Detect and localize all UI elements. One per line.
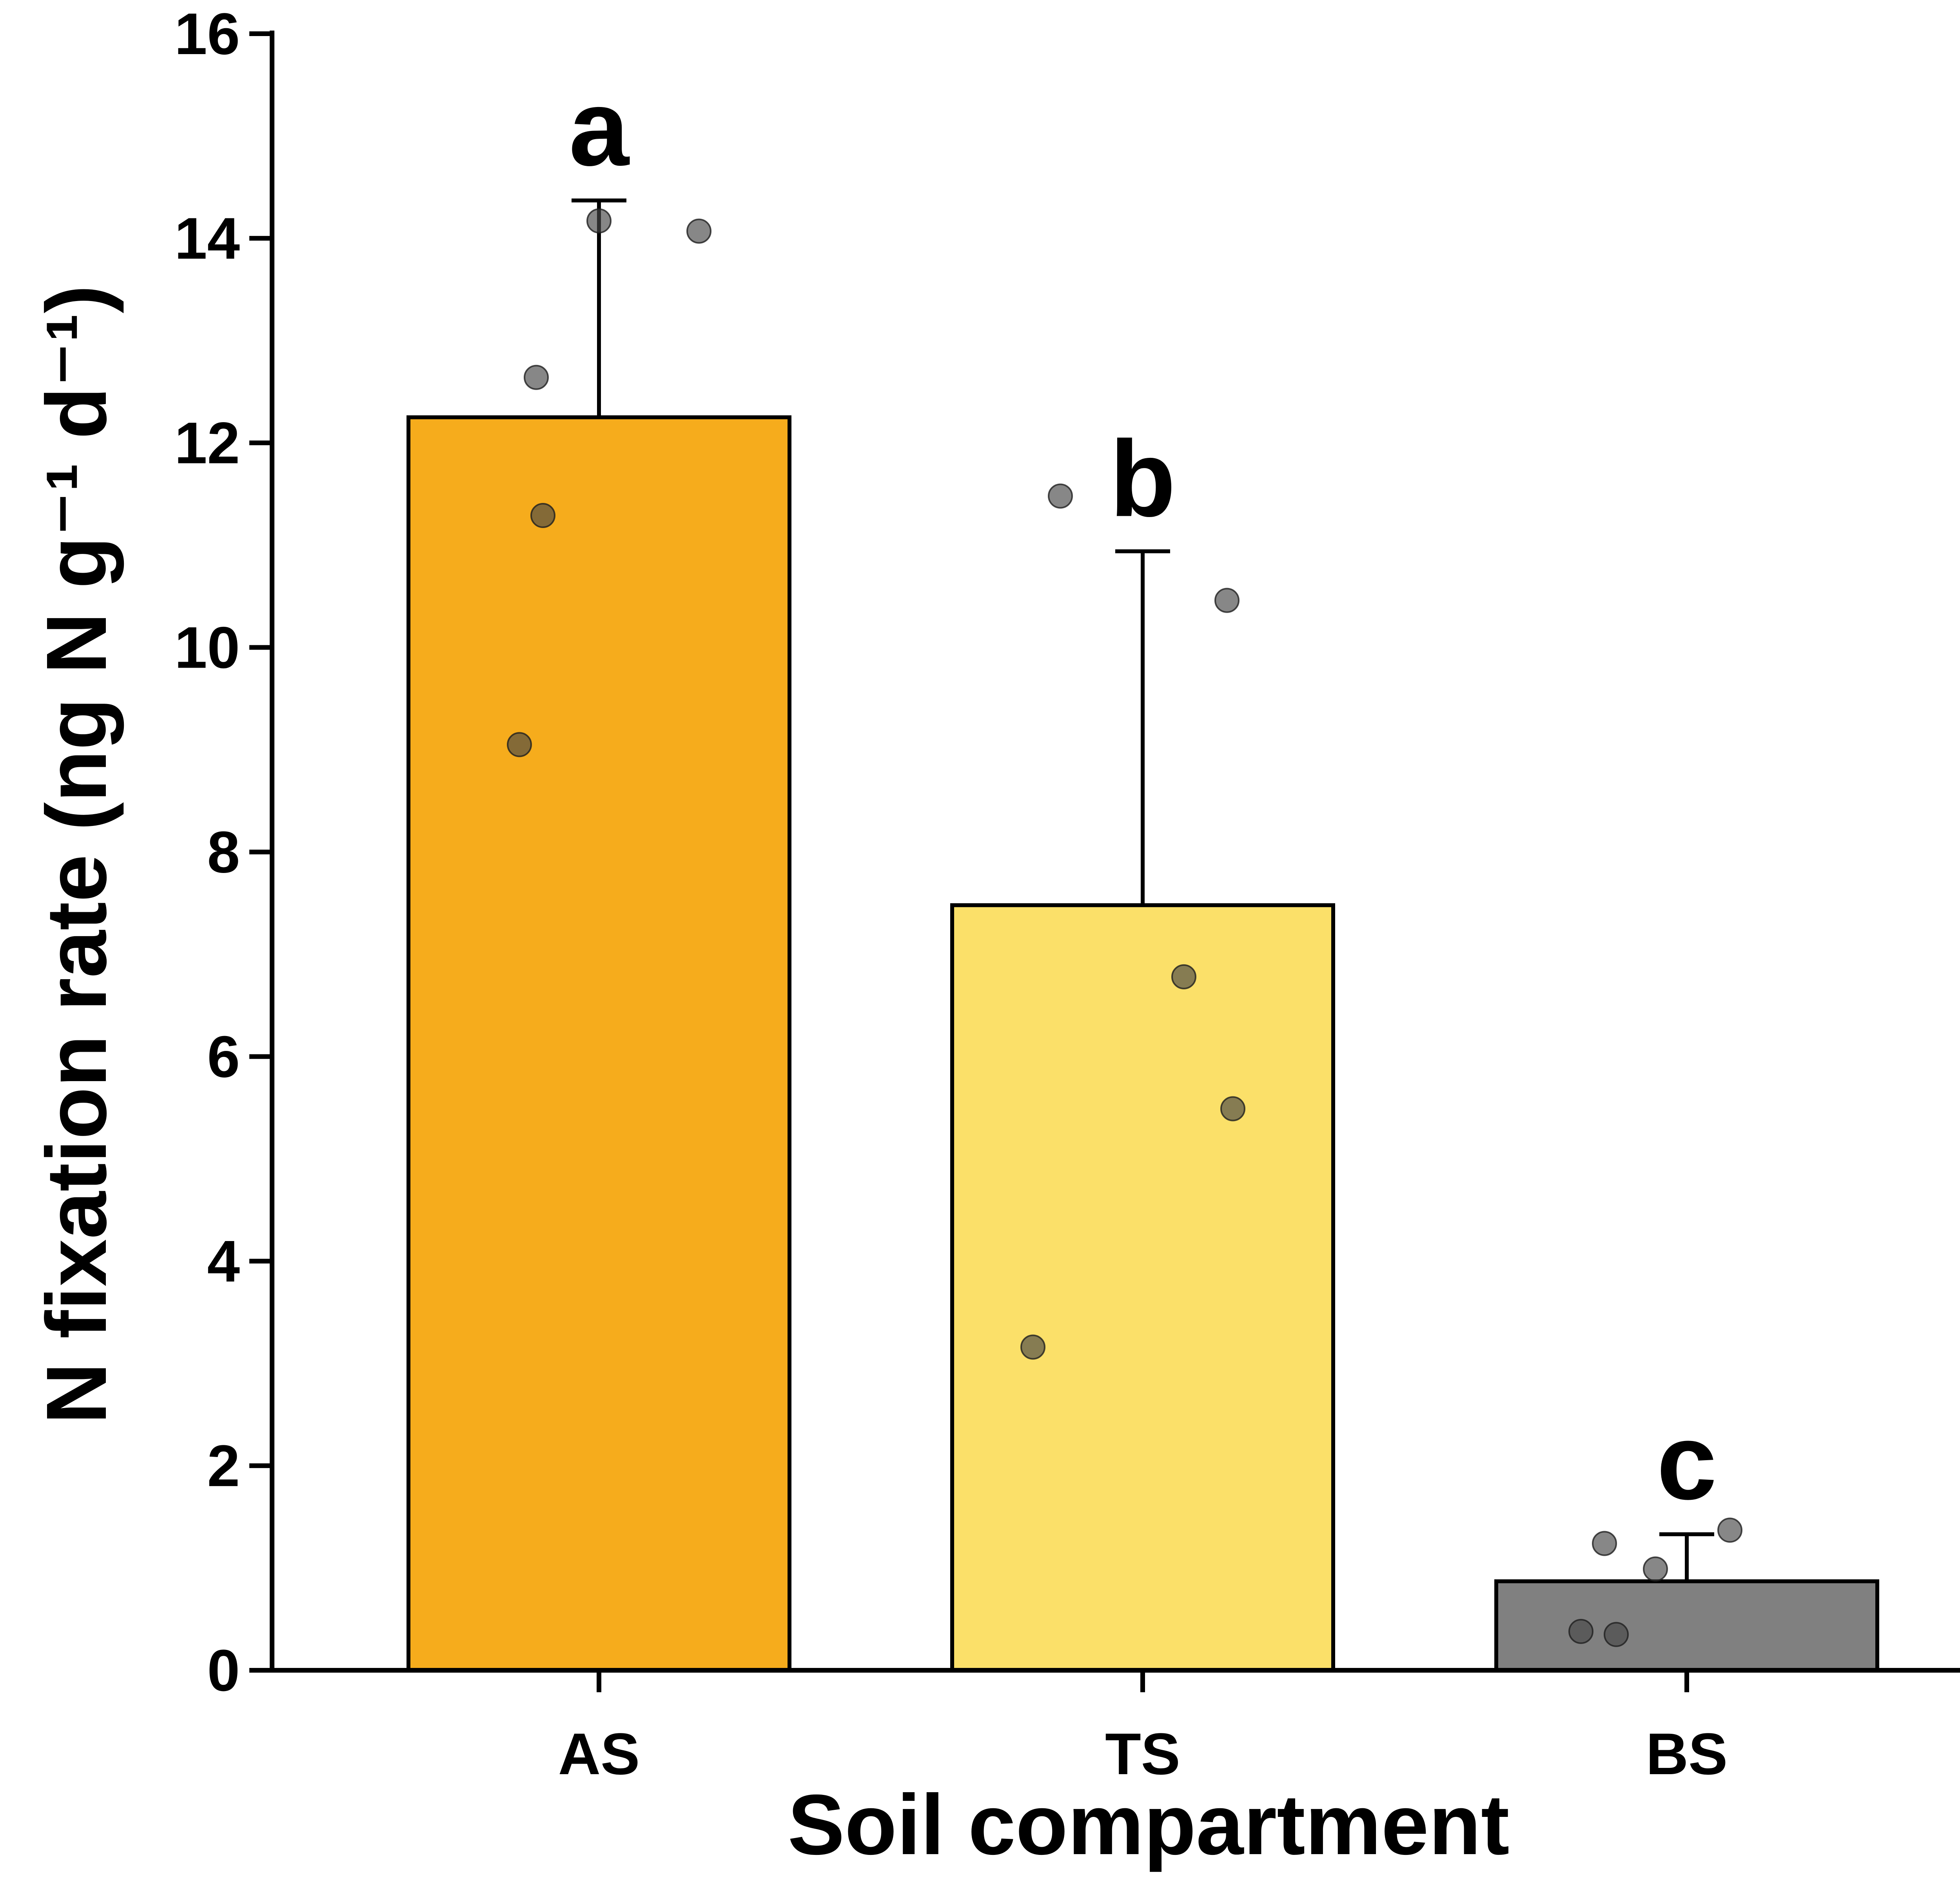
- x-tick-label-as: AS: [558, 1721, 640, 1787]
- data-point-ts: [1214, 588, 1240, 613]
- data-point-ts: [1220, 1096, 1245, 1121]
- data-point-as: [586, 208, 612, 234]
- y-tick-label: 6: [207, 1023, 240, 1089]
- data-point-ts: [1048, 483, 1073, 509]
- data-point-bs: [1568, 1619, 1593, 1644]
- bar-as: [407, 415, 791, 1672]
- data-point-as: [507, 732, 532, 757]
- y-tick-label: 12: [174, 410, 240, 476]
- y-tick-label: 0: [207, 1637, 240, 1703]
- significance-letter-bs: c: [1657, 1401, 1717, 1522]
- bar-ts: [950, 903, 1335, 1672]
- significance-letters: a b c: [569, 67, 1717, 1522]
- data-point-ts: [1020, 1334, 1045, 1360]
- y-tick-label: 16: [174, 1, 240, 67]
- data-point-as: [530, 503, 555, 528]
- y-tick-label: 14: [174, 205, 240, 271]
- y-tick-label: 2: [207, 1433, 240, 1499]
- data-point-bs: [1643, 1556, 1668, 1582]
- data-point-bs: [1604, 1622, 1629, 1647]
- data-points: [507, 208, 1742, 1647]
- significance-letter-as: a: [569, 67, 630, 188]
- data-point-bs: [1592, 1531, 1617, 1556]
- x-tick-labels: AS TS BS: [558, 1670, 1728, 1787]
- data-point-as: [686, 218, 711, 244]
- y-tick-label: 10: [174, 615, 240, 681]
- data-point-as: [524, 365, 549, 390]
- significance-letter-ts: b: [1110, 418, 1176, 539]
- y-ticks: 0 2 4 6 8 10 12 14 16: [174, 1, 272, 1703]
- y-axis-title: N fixation rate (ng N g⁻¹ d⁻¹): [29, 285, 124, 1425]
- x-tick-label-ts: TS: [1105, 1721, 1180, 1787]
- data-point-ts: [1171, 964, 1196, 989]
- x-axis-title: Soil compartment: [788, 1777, 1509, 1873]
- y-tick-label: 8: [207, 819, 240, 885]
- bar-bs: [1494, 1579, 1879, 1672]
- y-tick-label: 4: [207, 1228, 240, 1294]
- x-tick-label-bs: BS: [1646, 1721, 1728, 1787]
- error-bars: [572, 198, 1714, 1581]
- data-point-bs: [1717, 1517, 1742, 1543]
